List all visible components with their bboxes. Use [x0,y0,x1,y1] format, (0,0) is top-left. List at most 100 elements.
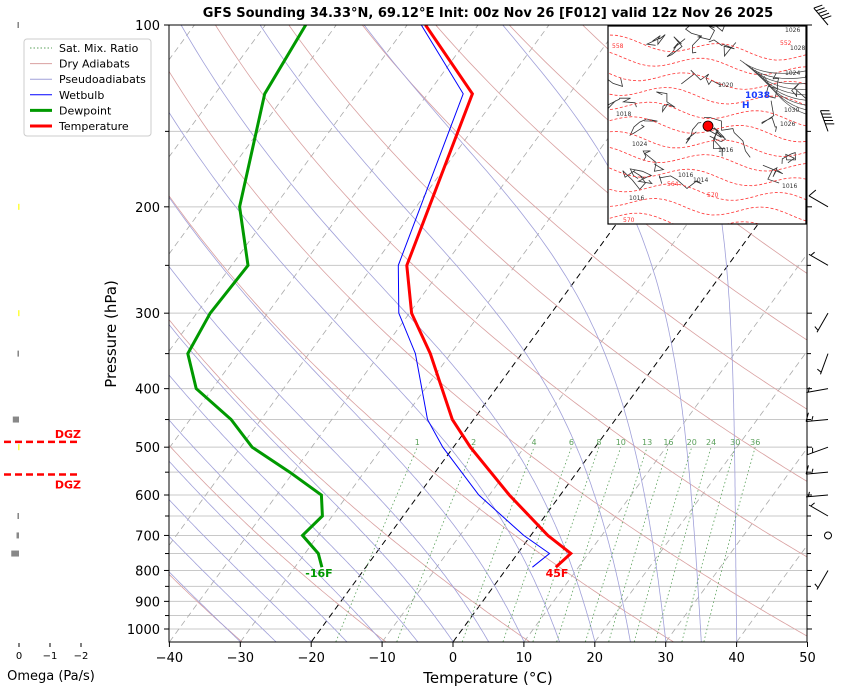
mixing-ratio-line [585,447,648,642]
y-tick-label: 800 [135,564,160,579]
legend-label: Dewpoint [59,104,112,117]
x-tick-label: −10 [368,651,395,666]
barb-half-flag [810,251,815,256]
x-tick-label: 30 [657,651,674,666]
isotherm [169,25,550,547]
map-label: 1016 [782,183,797,190]
dry-adiabat [169,195,674,642]
mixing-ratio-label: 10 [616,438,626,447]
wind-barb [806,491,829,498]
map-border [761,100,778,132]
map-label: 1014 [693,177,708,184]
height-contour [608,72,806,90]
pseudoadiabat [180,25,596,642]
axes: −40 −30 −20 −10 0 10 20 30 40 5010020030040050060… [127,19,816,666]
omega-bar [17,22,19,28]
pseudoadiabat [169,111,560,642]
mixing-ratio-label: 4 [532,438,537,447]
x-axis-label: Temperature (°C) [422,669,552,687]
mixing-ratio-label: 30 [730,438,740,447]
x-tick-label: −30 [227,651,254,666]
wind-barb [817,353,829,375]
pseudoadiabat [169,498,312,642]
isobar-contour [751,67,806,96]
dewpoint-line [186,25,324,568]
wind-barb [805,465,829,475]
map-border [765,72,780,99]
pseudoadiabat [169,460,348,642]
omega-bar [12,416,19,423]
surface-dewpoint-label: -16F [305,567,332,580]
mixing-ratio-line [532,447,600,642]
y-axis-label: Pressure (hPa) [102,280,120,388]
barb-half-flag [810,502,815,507]
plot-frame [168,24,808,643]
x-tick-label: 40 [728,651,745,666]
x-tick-label: −40 [156,651,183,666]
barb-staff [808,253,829,266]
omega-bar [18,444,20,451]
omega-bar [16,532,19,539]
map-border [666,36,686,57]
y-tick-label: 900 [135,595,160,610]
y-tick-label: 400 [135,383,160,398]
y-tick-label: 700 [135,529,160,544]
barb-flag [813,4,823,9]
map-label: 1020 [718,82,733,89]
y-tick-label: 600 [135,489,160,504]
x-tick-label: 20 [587,651,604,666]
barb-flag [815,7,825,12]
dry-adiabat [361,25,807,410]
wind-barb [808,189,829,208]
map-label: 1016 [678,172,693,179]
wind-barb [806,445,829,456]
barb-staff [806,388,829,393]
y-tick-label: 500 [135,441,160,456]
pseudoadiabat [502,25,702,642]
mixing-ratio-line [608,447,669,642]
pseudoadiabat [169,419,383,642]
wind-barb [814,312,829,333]
barb-flag [805,465,809,475]
map-label: 1026 [780,121,795,128]
pseudoadiabat [169,571,241,642]
isobar-contour [748,65,806,90]
pseudoadiabat [169,374,419,642]
map-label: 564 [667,181,679,188]
mixing-ratio-line [396,447,474,642]
isotherm [452,156,807,642]
barb-staff [806,419,829,422]
barb-flag [822,15,832,20]
legend-box [23,38,152,137]
legend: Sat. Mix. Ratio Dry Adiabats Pseudoadiabat… [23,38,152,137]
map-border [791,82,806,99]
mixing-ratio-label: 2 [471,438,476,447]
map-label: 570 [707,192,719,199]
barb-flag [808,189,817,197]
map-border [681,69,722,86]
y-tick-label: 200 [135,201,160,216]
omega-tick-label: −2 [74,651,89,662]
mixing-ratio-labels: 1 2 4 6 8 10 13 16 20 24 30 36 [415,438,761,447]
height-contour [608,34,806,61]
height-contour [608,198,806,222]
map-border [656,91,676,113]
barb-staff [807,446,829,456]
barb-staff [820,353,829,375]
omega-axis-label: Omega (Pa/s) [7,669,95,684]
map-label: 1026 [785,27,800,34]
map-border [708,39,737,58]
height-contour [608,166,806,187]
map-border [691,26,716,54]
map-label: 570 [623,217,635,224]
isotherm [381,59,807,642]
height-contour [608,183,806,201]
wind-barb [813,4,832,26]
map-label: 1024 [632,141,647,148]
mixing-ratio-line [633,447,693,642]
mixing-ratio-line [681,447,736,642]
pseudoadiabat [662,25,738,642]
pseudoadiabat [169,323,454,642]
map-label: 1018 [616,111,631,118]
